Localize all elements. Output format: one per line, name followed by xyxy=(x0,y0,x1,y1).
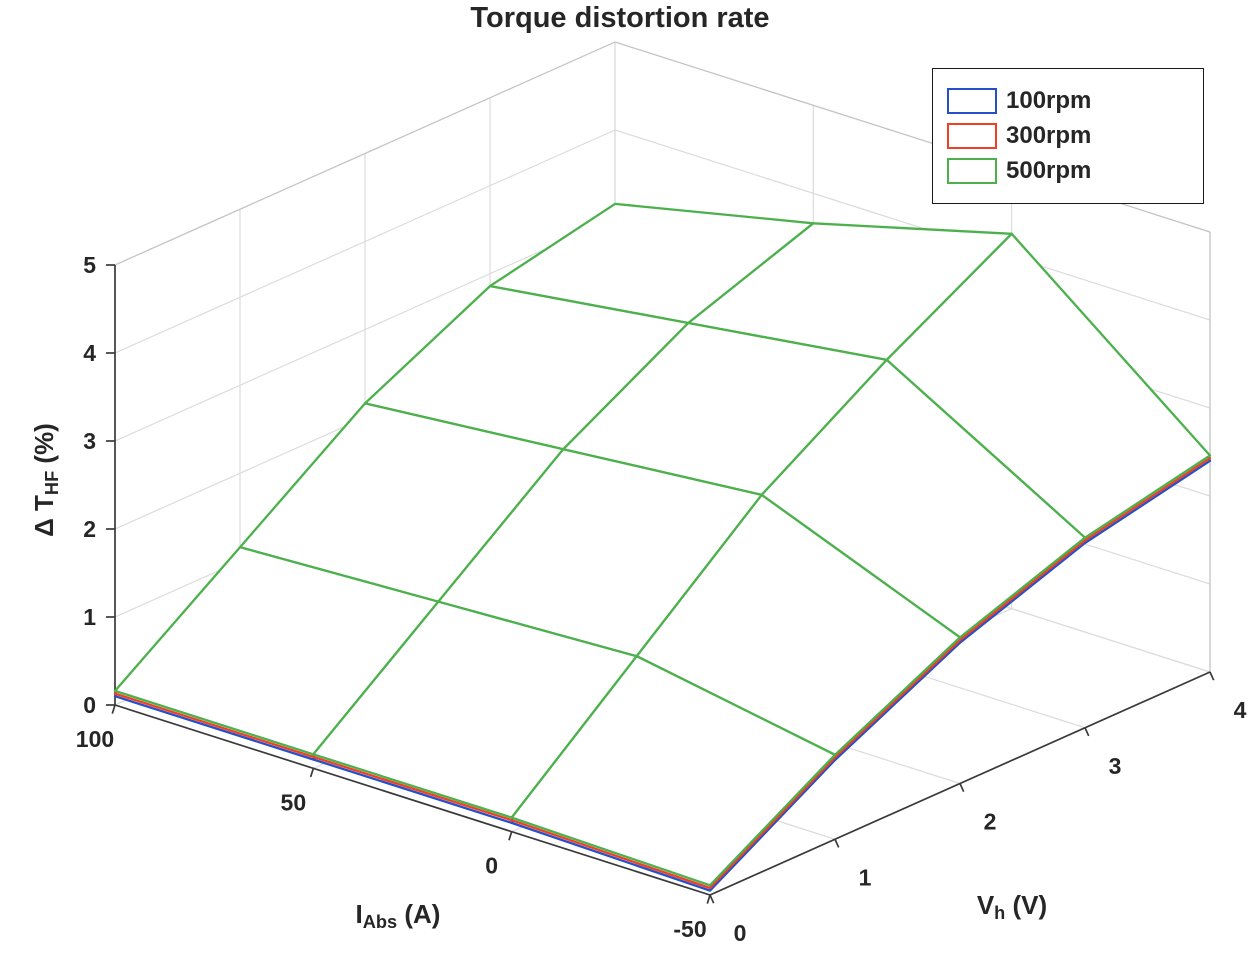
y-axis-label-main: V xyxy=(976,889,995,920)
svg-text:4: 4 xyxy=(83,340,96,366)
svg-text:-50: -50 xyxy=(673,916,706,942)
x-axis-label-sub: Abs xyxy=(362,912,398,933)
legend-item: 100rpm xyxy=(947,87,1189,115)
legend-item: 500rpm xyxy=(947,157,1189,185)
y-axis-label-unit: (V) xyxy=(1005,889,1048,920)
legend-label: 300rpm xyxy=(1006,122,1092,149)
x-axis-label-main: I xyxy=(355,898,363,929)
legend-label: 500rpm xyxy=(1006,157,1092,184)
svg-text:50: 50 xyxy=(281,789,307,815)
legend: 100rpm 300rpm 500rpm xyxy=(932,68,1204,204)
svg-text:4: 4 xyxy=(1234,697,1247,723)
svg-text:5: 5 xyxy=(83,252,96,278)
legend-swatch xyxy=(947,88,997,114)
z-axis-label-sub: HF xyxy=(42,470,63,496)
z-axis-label-unit: (%) xyxy=(28,423,59,471)
x-axis-label: IAbs (A) xyxy=(356,899,441,933)
legend-swatch xyxy=(947,123,997,149)
z-axis-label-main: Δ T xyxy=(28,495,59,537)
svg-text:2: 2 xyxy=(984,809,997,835)
svg-text:1: 1 xyxy=(83,604,96,630)
svg-text:100: 100 xyxy=(76,726,114,752)
svg-text:0: 0 xyxy=(83,692,96,718)
legend-swatch xyxy=(947,158,997,184)
svg-text:3: 3 xyxy=(83,428,96,454)
svg-text:1: 1 xyxy=(859,864,872,890)
x-axis-label-unit: (A) xyxy=(397,898,441,929)
svg-text:2: 2 xyxy=(83,516,96,542)
legend-label: 100rpm xyxy=(1006,87,1092,114)
chart-title: Torque distortion rate xyxy=(470,2,770,34)
z-axis-label: Δ THF (%) xyxy=(29,423,63,537)
y-axis-label: Vh (V) xyxy=(977,890,1047,924)
svg-text:3: 3 xyxy=(1109,753,1122,779)
svg-text:0: 0 xyxy=(485,853,498,879)
y-axis-label-sub: h xyxy=(994,903,1006,924)
svg-text:0: 0 xyxy=(734,920,747,946)
legend-item: 300rpm xyxy=(947,122,1189,150)
